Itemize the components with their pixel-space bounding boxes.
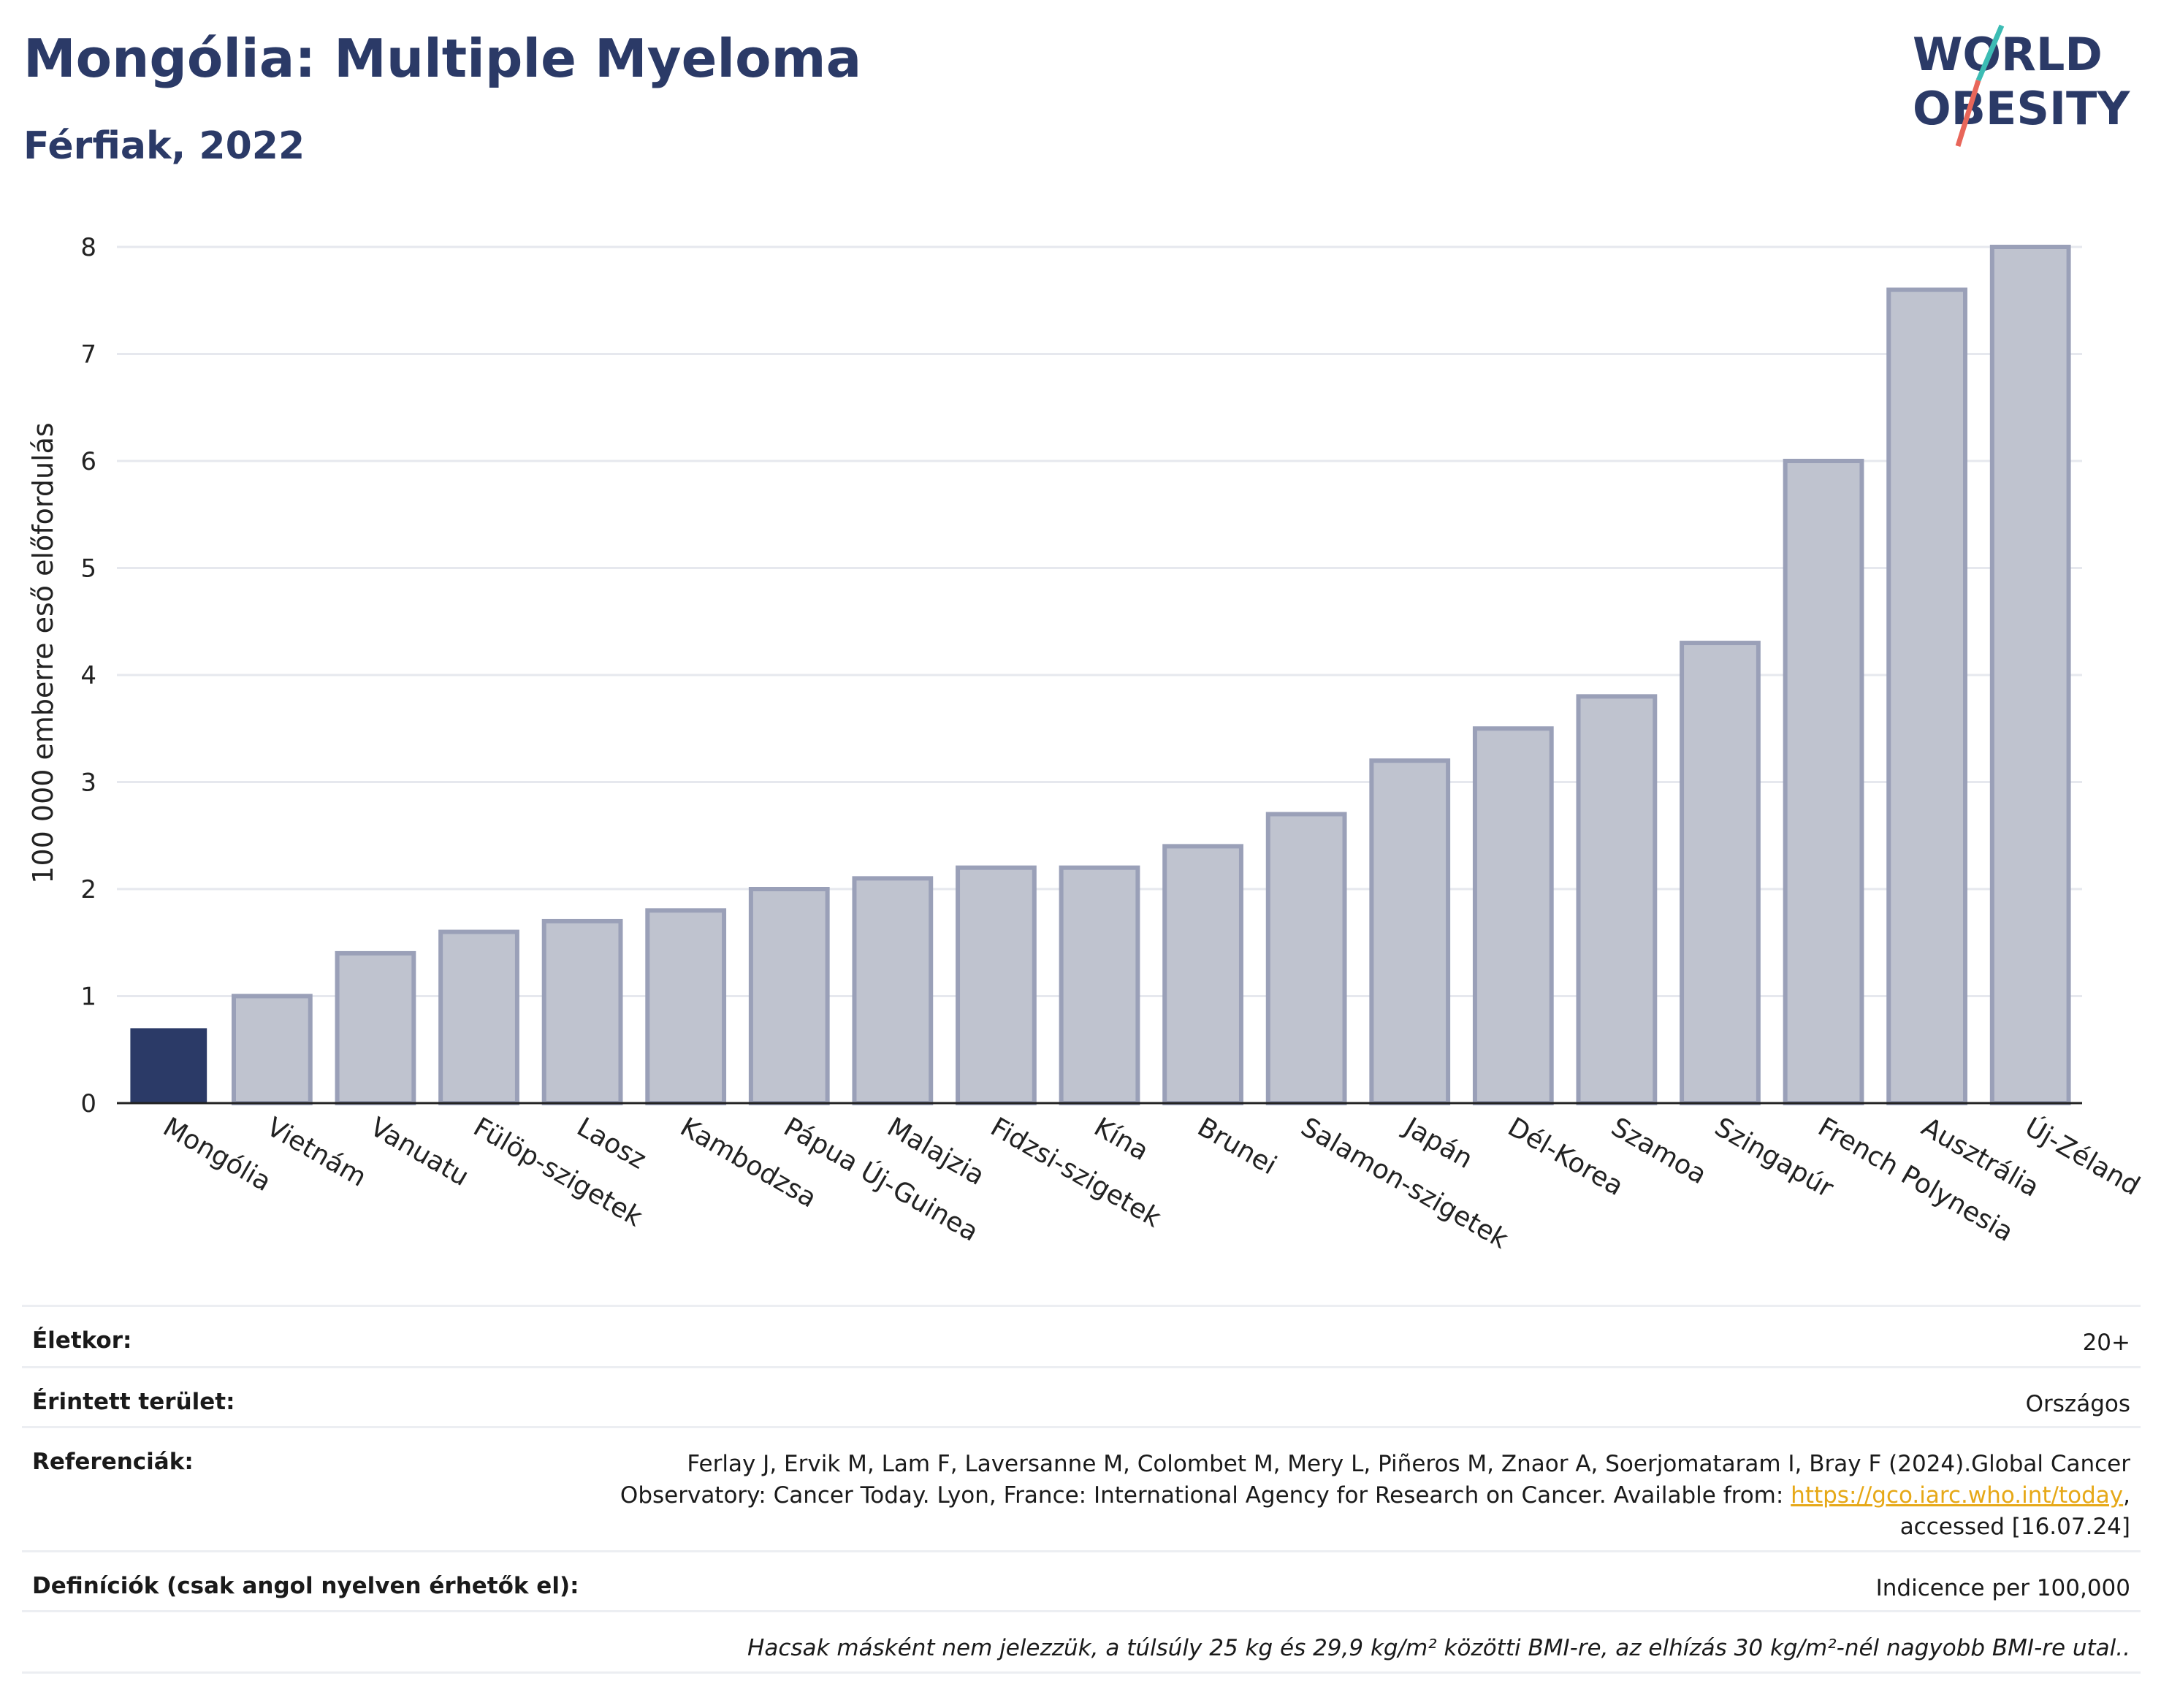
bar-chart: 0 1 2 3 4 5 6 7 8 MongóliaVietnámVanuatuFülöp-sz… [27,233,2145,1255]
bar [956,865,1037,1105]
bar [1162,844,1243,1106]
reference-comma: , [2123,1482,2130,1509]
bar [1472,726,1554,1105]
x-category-label: Fülöp-szigetek [468,1112,647,1232]
logo-slash-teal [1975,24,2005,82]
page-subtitle: Férfiak, 2022 [23,124,305,168]
bar [1265,812,1347,1105]
bar [438,929,519,1105]
y-tick-label: 3 [80,769,96,798]
bar [231,994,313,1105]
y-axis-title: 100 000 emberre eső előfordulás [27,422,59,883]
x-category-label: Új-Zéland [2020,1111,2146,1201]
info-table: Életkor: 20+ Érintett terület: Országos … [22,1305,2141,1674]
x-category-label: Fidzsi-szigetek [986,1112,1166,1233]
bar [1576,694,1658,1105]
info-row-definitions: Definíciók (csak angol nyelven érhetők e… [22,1550,2141,1612]
bar [1369,758,1451,1105]
area-value: Országos [595,1366,2141,1427]
x-category-label: Japán [1398,1111,1478,1175]
x-category-label: Dél-Korea [1503,1112,1628,1202]
y-tick-labels: 0 1 2 3 4 5 6 7 8 [80,233,96,1118]
x-category-label: Brunei [1192,1112,1281,1181]
references-value: Ferlay J, Ervik M, Lam F, Laversanne M, … [595,1426,2141,1552]
reference-line-2: Observatory: Cancer Today. Lyon, France:… [605,1480,2130,1511]
x-category-label: Szingapúr [1710,1112,1839,1204]
bar [645,908,727,1106]
reference-link[interactable]: https://gco.iarc.who.int/today [1791,1482,2124,1509]
page-title: Mongólia: Multiple Myeloma [23,28,862,89]
bar [1783,459,1864,1105]
x-category-label: Vanuatu [365,1112,473,1192]
y-tick-label: 4 [80,661,96,690]
y-tick-label: 6 [80,447,96,476]
logo-line-1: WORLD [1913,28,2103,81]
x-category-label: Kína [1089,1112,1154,1167]
world-obesity-logo: WORLD OBESITY [1913,24,2130,148]
x-category-label: French Polynesia [1813,1112,2019,1248]
info-row-references: Referenciák: Ferlay J, Ervik M, Lam F, L… [22,1426,2141,1552]
bar [130,1028,207,1103]
x-category-label: Vietnám [262,1112,371,1193]
reference-line-1: Ferlay J, Ervik M, Lam F, Laversanne M, … [687,1451,2130,1477]
note-label [22,1610,595,1674]
bar [1680,641,1761,1105]
bar [1886,287,1968,1106]
x-category-label: Mongólia [158,1112,276,1197]
bar [1989,245,2071,1105]
y-tick-label: 2 [80,875,96,904]
note-value: Hacsak másként nem jelezzük, a túlsúly 2… [595,1610,2141,1674]
reference-line-3: accessed [16.07.24] [1899,1514,2130,1540]
bar [852,876,934,1105]
info-row-area: Érintett terület: Országos [22,1366,2141,1427]
y-tick-label: 8 [80,233,96,262]
bar [335,950,416,1106]
info-row-age: Életkor: 20+ [22,1305,2141,1368]
bar [1059,865,1140,1105]
bar [748,887,830,1105]
age-value: 20+ [595,1305,2141,1368]
bars [130,245,2071,1106]
x-category-label: Pápua Új-Guinea [779,1111,984,1247]
area-label: Érintett terület: [22,1366,595,1427]
y-tick-label: 7 [80,340,96,370]
y-tick-label: 0 [80,1089,96,1118]
logo-line-2: OBESITY [1913,82,2130,135]
definitions-value: Indicence per 100,000 [595,1550,2141,1612]
y-tick-label: 5 [80,554,96,584]
x-category-label: Laosz [572,1112,652,1175]
definitions-label: Definíciók (csak angol nyelven érhetők e… [22,1550,595,1612]
logo-slash-red [1955,79,1981,148]
references-label: Referenciák: [22,1426,595,1552]
age-label: Életkor: [22,1305,595,1368]
info-row-note: Hacsak másként nem jelezzük, a túlsúly 2… [22,1610,2141,1674]
x-category-labels: MongóliaVietnámVanuatuFülöp-szigetekLaos… [158,1111,2145,1254]
reference-text-2: Observatory: Cancer Today. Lyon, France:… [620,1482,1784,1509]
y-tick-label: 1 [80,983,96,1012]
bar [541,918,623,1105]
